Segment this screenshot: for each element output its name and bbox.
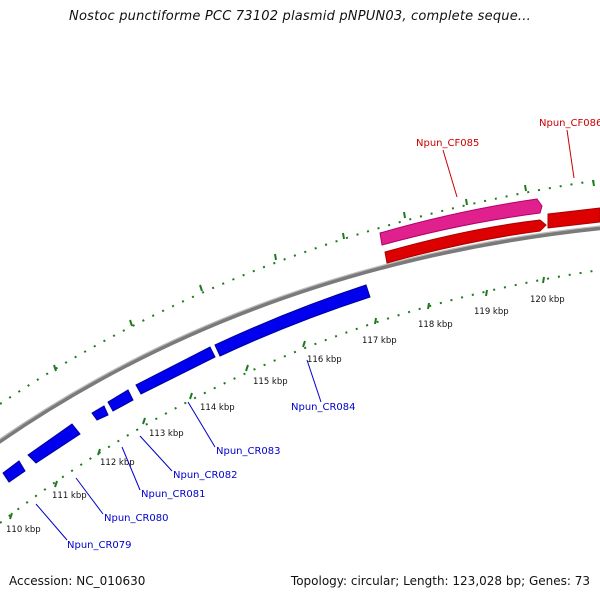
leader-line-cr083 bbox=[187, 401, 216, 448]
leader-line-cr079 bbox=[35, 503, 68, 541]
tick-label: 119 kbp bbox=[474, 307, 509, 317]
gene-label-npun-cr082[interactable]: Npun_CR082 bbox=[173, 470, 238, 481]
gene-arrow-npun-cr084[interactable] bbox=[214, 284, 371, 357]
gene-arrow-npun-cr081[interactable] bbox=[91, 405, 109, 421]
backbone-circle bbox=[0, 225, 600, 444]
accession-text: Accession: NC_010630 bbox=[9, 574, 146, 588]
tick-label: 114 kbp bbox=[200, 403, 235, 413]
tick-label: 116 kbp bbox=[307, 355, 342, 365]
gene-arrow-npun-cr080[interactable] bbox=[27, 423, 81, 464]
gene-arrow-npun-cf086[interactable] bbox=[384, 219, 547, 264]
gene-label-npun-cr081[interactable]: Npun_CR081 bbox=[141, 489, 206, 500]
gene-arrow-npun-cr079[interactable] bbox=[2, 460, 26, 483]
inner-major-ticks bbox=[9, 276, 545, 520]
gene-arrow-npun-cf085[interactable] bbox=[379, 198, 543, 246]
gene-arrow-npun-cf086-continued[interactable] bbox=[547, 207, 600, 229]
tick-label: 113 kbp bbox=[149, 429, 184, 439]
tick-label: 112 kbp bbox=[100, 458, 135, 468]
leader-line-cf085 bbox=[442, 149, 458, 198]
outer-dotted-ring bbox=[0, 179, 600, 405]
gene-label-npun-cr080[interactable]: Npun_CR080 bbox=[104, 513, 169, 524]
gene-label-npun-cf085[interactable]: Npun_CF085 bbox=[416, 138, 479, 149]
topology-summary-text: Topology: circular; Length: 123,028 bp; … bbox=[290, 574, 590, 588]
inner-dotted-ring bbox=[0, 269, 600, 524]
leader-line-cr084 bbox=[306, 359, 322, 403]
gene-arrow-npun-cr082[interactable] bbox=[107, 389, 134, 412]
gene-label-npun-cr084[interactable]: Npun_CR084 bbox=[291, 402, 356, 413]
tick-label: 120 kbp bbox=[530, 295, 565, 305]
tick-label: 111 kbp bbox=[52, 491, 87, 501]
leader-line-cr082 bbox=[139, 435, 173, 472]
gene-label-npun-cf086[interactable]: Npun_CF086 bbox=[539, 118, 600, 129]
leader-line-cf086 bbox=[566, 129, 575, 179]
map-title: Nostoc punctiforme PCC 73102 plasmid pNP… bbox=[69, 9, 531, 24]
leader-line-cr080 bbox=[75, 477, 104, 515]
gene-label-npun-cr083[interactable]: Npun_CR083 bbox=[216, 446, 281, 457]
tick-label: 118 kbp bbox=[418, 320, 453, 330]
backbone-highlight bbox=[0, 225, 600, 440]
tick-label: 117 kbp bbox=[362, 336, 397, 346]
leader-line-cr081 bbox=[121, 446, 141, 491]
tick-label: 110 kbp bbox=[6, 525, 41, 535]
tick-label: 115 kbp bbox=[253, 377, 288, 387]
gene-label-npun-cr079[interactable]: Npun_CR079 bbox=[67, 540, 132, 551]
outer-major-ticks bbox=[53, 179, 595, 372]
gene-arrow-npun-cr083[interactable] bbox=[135, 346, 216, 395]
